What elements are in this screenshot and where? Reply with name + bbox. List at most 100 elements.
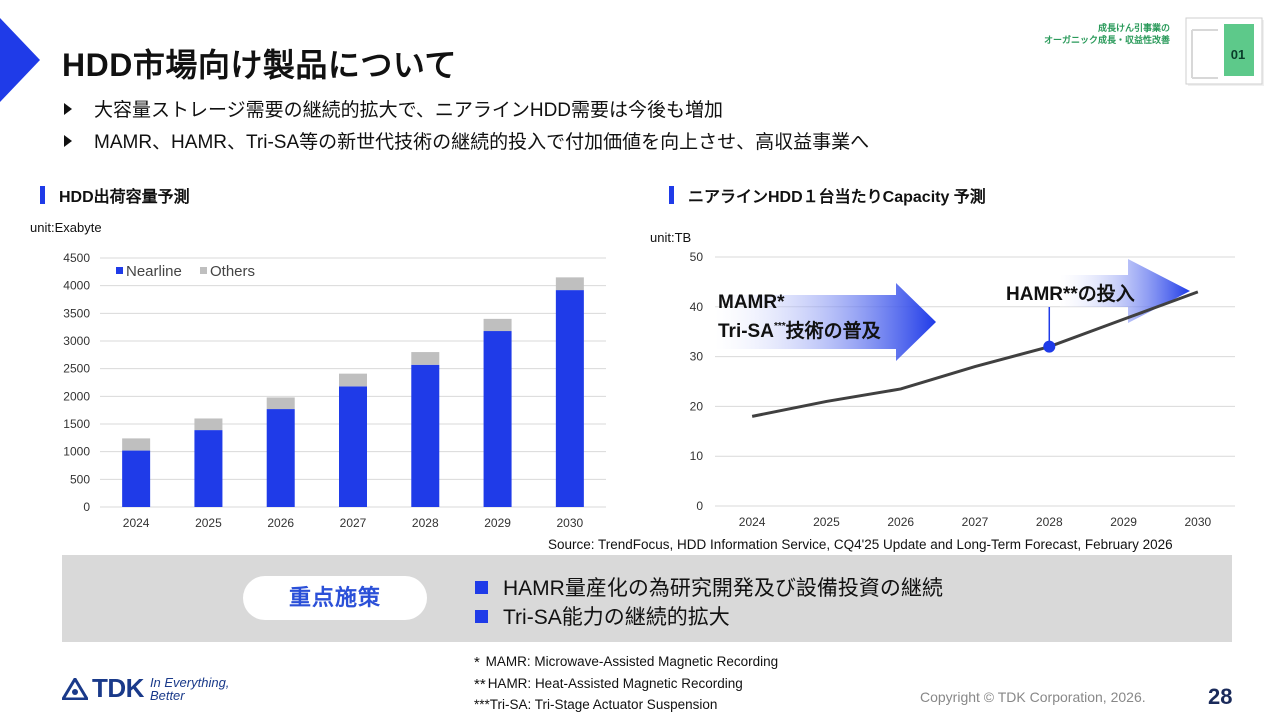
focus-item-1-text: HAMR量産化の為研究開発及び設備投資の継続 — [503, 577, 943, 600]
section-tag-line2: オーガニック成長・収益性改善 — [1043, 35, 1170, 45]
x-tick-label: 2029 — [484, 516, 511, 530]
right-chart-unit: unit:TB — [650, 230, 692, 245]
annotation-mamr: MAMR* — [718, 292, 785, 313]
x-tick-label: 2024 — [123, 516, 150, 530]
logo-tagline-1: In Everything, — [149, 674, 230, 690]
capacity-line — [751, 290, 1199, 418]
bar-others — [483, 318, 512, 332]
footnote-text: HAMR: Heat-Assisted Magnetic Recording — [487, 676, 743, 691]
heading-bar-icon — [40, 186, 45, 204]
section-badge — [1185, 17, 1264, 86]
x-tick-label: 2030 — [557, 516, 584, 530]
x-tick-label: 2027 — [340, 516, 367, 530]
y-tick-label: 1500 — [63, 417, 90, 431]
highlight-point — [1043, 340, 1056, 353]
annotation-hamr: HAMR**の投入 — [1006, 282, 1135, 305]
page-title: HDD市場向け製品について — [62, 47, 457, 83]
shipment-capacity-bar-chart: 0 500 1000 1500 2000 2500 3000 3500 4000 4500 2024… — [63, 251, 606, 530]
logo-tagline: In Everything, Better — [150, 676, 230, 702]
corner-accent-triangle — [0, 18, 40, 102]
legend-label: Nearline — [126, 263, 182, 280]
right-chart-heading-text: ニアラインHDD１台当たりCapacity 予測 — [688, 189, 986, 206]
bar-nearline — [266, 409, 295, 507]
y-tick-label: 2000 — [63, 389, 90, 403]
footnote-mamr: * MAMR: Microwave-Assisted Magnetic Reco… — [474, 654, 778, 671]
x-tick-label: 2027 — [962, 515, 989, 529]
bar-nearline — [411, 364, 440, 507]
y-tick-label: 30 — [690, 350, 704, 364]
logo-wordmark: TDK — [92, 673, 144, 703]
annotation-trisa-suffix: 技術の普及 — [786, 319, 882, 342]
annotation-trisa: Tri-SA***技術の普及 — [718, 319, 882, 342]
y-tick-label: 3000 — [63, 334, 90, 348]
mamr-arrow — [715, 283, 936, 361]
x-tick-label: 2026 — [267, 516, 294, 530]
legend-swatch — [116, 267, 123, 274]
focus-item-2: Tri-SA能力の継続的拡大 — [475, 601, 730, 631]
bullet-triangle-icon — [64, 134, 72, 147]
bar-others — [194, 418, 223, 431]
y-tick-label: 2500 — [63, 362, 90, 376]
legend-swatch — [200, 267, 207, 274]
bar-nearline — [483, 331, 512, 507]
y-tick-label: 4500 — [63, 251, 90, 265]
y-tick-label: 0 — [83, 500, 90, 514]
tdk-emblem-icon — [62, 677, 88, 700]
x-tick-label: 2026 — [887, 515, 914, 529]
square-bullet-icon — [475, 580, 488, 594]
footnote-text: MAMR: Microwave-Assisted Magnetic Record… — [481, 654, 779, 669]
bullet-2-text: MAMR、HAMR、Tri-SA等の新世代技術の継続的投入で付加価値を向上させ、… — [94, 132, 870, 153]
y-tick-label: 1000 — [63, 445, 90, 459]
y-tick-label: 0 — [696, 499, 703, 513]
focus-measures-label: 重点施策 — [243, 576, 427, 620]
bar-others — [339, 373, 367, 387]
heading-bar-icon — [669, 186, 674, 204]
footnote-hamr: ** HAMR: Heat-Assisted Magnetic Recording — [474, 676, 743, 693]
bar-others — [411, 352, 440, 365]
bar-others — [266, 397, 295, 410]
y-tick-label: 4000 — [63, 279, 90, 293]
left-chart-heading-text: HDD出荷容量予測 — [59, 189, 190, 206]
left-chart-heading: HDD出荷容量予測 — [40, 183, 190, 207]
square-bullet-icon — [475, 609, 488, 623]
source-note: Source: TrendFocus, HDD Information Serv… — [548, 537, 1173, 552]
page-number: 28 — [1208, 684, 1233, 709]
x-tick-label: 2028 — [412, 516, 439, 530]
bar-nearline — [194, 430, 223, 507]
bullet-triangle-icon — [64, 102, 72, 115]
y-tick-label: 10 — [690, 449, 704, 463]
bar-nearline — [555, 290, 584, 507]
x-tick-label: 2025 — [195, 516, 222, 530]
footnote-trisa: ***Tri-SA: Tri-Stage Actuator Suspension — [474, 697, 717, 712]
bullet-1: 大容量ストレージ需要の継続的拡大で、ニアラインHDD需要は今後も増加 — [64, 95, 723, 122]
x-tick-label: 2024 — [739, 515, 766, 529]
x-tick-label: 2028 — [1036, 515, 1063, 529]
footnote-mark: * — [474, 654, 480, 671]
legend-label: Others — [210, 263, 255, 280]
footnote-text: ***Tri-SA: Tri-Stage Actuator Suspension — [474, 697, 718, 712]
bullet-1-text: 大容量ストレージ需要の継続的拡大で、ニアラインHDD需要は今後も増加 — [94, 100, 724, 121]
y-tick-label: 500 — [70, 472, 90, 486]
annotation-trisa-main: Tri-SA — [718, 321, 774, 342]
bar-nearline — [122, 450, 151, 507]
x-tick-label: 2029 — [1110, 515, 1137, 529]
y-tick-label: 50 — [690, 250, 704, 264]
focus-item-2-text: Tri-SA能力の継続的拡大 — [503, 606, 730, 629]
tdk-logo: TDK In Everything, Better — [62, 673, 229, 704]
section-tag: 成長けん引事業の オーガニック成長・収益性改善 — [1020, 22, 1170, 46]
bar-nearline — [339, 386, 367, 507]
focus-item-1: HAMR量産化の為研究開発及び設備投資の継続 — [475, 572, 943, 602]
bar-others — [555, 277, 584, 291]
section-number: 01 — [1230, 47, 1246, 62]
left-chart-unit: unit:Exabyte — [30, 220, 102, 235]
x-tick-label: 2030 — [1185, 515, 1212, 529]
logo-tagline-2: Better — [149, 687, 185, 703]
y-tick-label: 40 — [690, 300, 704, 314]
section-tag-line1: 成長けん引事業の — [1097, 23, 1170, 33]
y-tick-label: 20 — [690, 399, 704, 413]
bullet-2: MAMR、HAMR、Tri-SA等の新世代技術の継続的投入で付加価値を向上させ、… — [64, 127, 869, 154]
y-tick-label: 3500 — [63, 306, 90, 320]
footnote-mark: ** — [474, 676, 486, 693]
bar-others — [122, 438, 151, 451]
